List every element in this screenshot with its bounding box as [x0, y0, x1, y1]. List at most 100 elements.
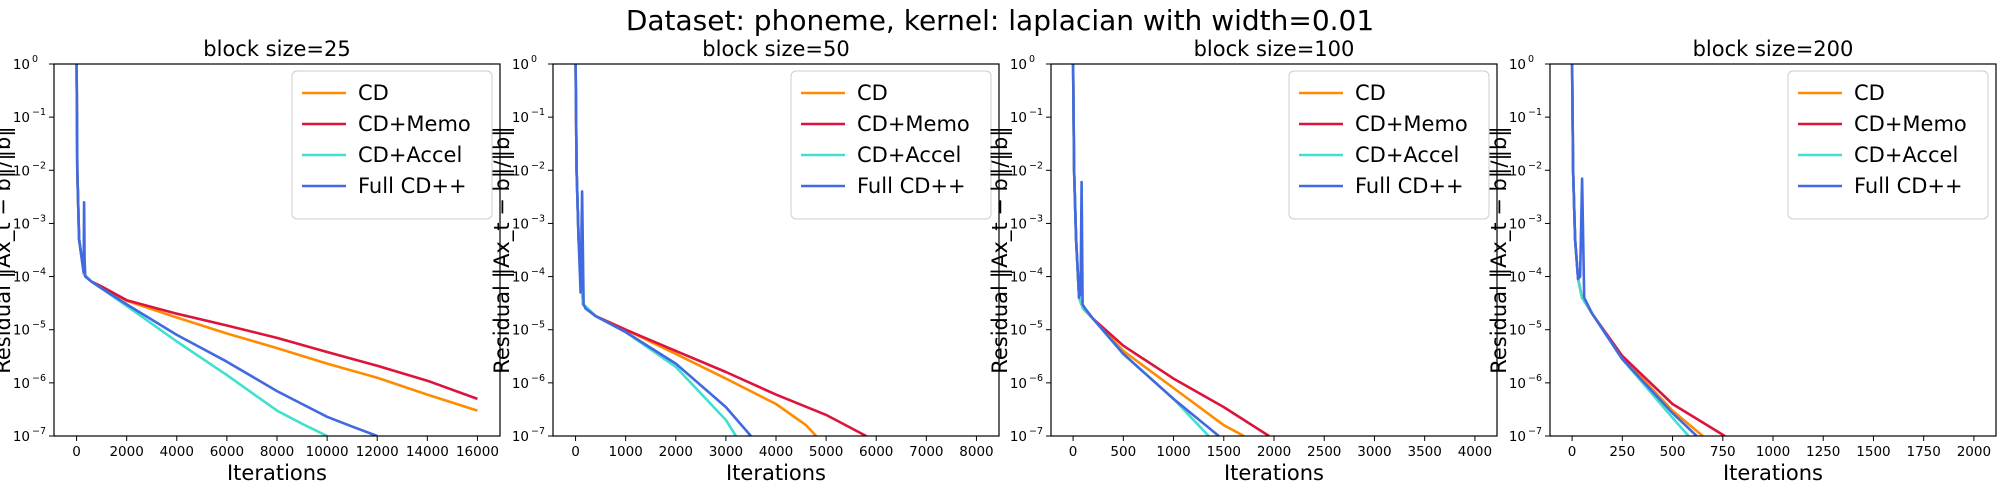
y-axis-label: Residual ‖Ax_t − b‖/‖b‖: [1487, 126, 1512, 374]
y-tick-label: 10: [1509, 270, 1526, 286]
series-group: [1071, 64, 1270, 436]
x-tick-label: 5000: [809, 444, 843, 460]
y-tick-exponent: −1: [1528, 107, 1542, 118]
x-tick-label: 4000: [759, 444, 793, 460]
legend-label: CD: [1355, 81, 1386, 105]
y-tick-label: 10: [13, 429, 30, 445]
x-tick-label: 0: [1568, 444, 1577, 460]
legend-label: CD+Memo: [1355, 112, 1468, 136]
x-tick-label: 2000: [659, 444, 693, 460]
y-tick-label: 10: [512, 323, 529, 339]
x-tick-label: 2000: [1257, 444, 1291, 460]
y-tick-exponent: −2: [1029, 160, 1043, 171]
y-tick-exponent: −4: [32, 267, 46, 278]
x-tick-label: 3000: [709, 444, 743, 460]
series-group: [75, 64, 478, 436]
legend-label: CD+Accel: [1355, 143, 1459, 167]
y-tick-exponent: 0: [1528, 54, 1534, 65]
panel-3: block size=100 0 500 1000 1500 2000 2500 3000 35…: [988, 37, 1498, 485]
y-tick-label: 10: [13, 110, 30, 126]
y-tick-label: 10: [1010, 216, 1027, 232]
y-tick-label: 10: [13, 57, 30, 73]
legend-label: CD+Memo: [857, 112, 970, 136]
series-line-cd-accel: [1071, 64, 1210, 436]
legend-label: CD: [1854, 81, 1885, 105]
y-tick-exponent: −5: [1029, 320, 1043, 331]
x-tick-label: 1250: [1806, 444, 1840, 460]
x-tick-label: 14000: [406, 444, 449, 460]
y-tick-exponent: −5: [1528, 320, 1542, 331]
y-tick-label: 10: [1509, 376, 1526, 392]
x-tick-label: 1000: [1756, 444, 1790, 460]
legend-box: [790, 70, 992, 220]
legend-label: Full CD++: [358, 174, 467, 198]
x-tick-label: 1500: [1207, 444, 1241, 460]
legend-label: Full CD++: [1854, 174, 1963, 198]
x-tick-label: 1750: [1906, 444, 1940, 460]
y-tick-exponent: −5: [32, 320, 46, 331]
y-tick-exponent: −1: [531, 107, 545, 118]
series-line-full-cd-: [1071, 64, 1220, 436]
y-tick-exponent: 0: [32, 54, 38, 65]
y-tick-label: 10: [512, 216, 529, 232]
y-tick-label: 10: [1010, 57, 1027, 73]
x-tick-label: 750: [1710, 444, 1736, 460]
y-tick-exponent: −6: [531, 373, 545, 384]
series-line-full-cd-: [1570, 64, 1698, 436]
y-tick-exponent: −4: [1029, 267, 1043, 278]
y-tick-label: 10: [1509, 429, 1526, 445]
x-tick-label: 2000: [1957, 444, 1991, 460]
x-tick-label: 250: [1609, 444, 1635, 460]
y-tick-label: 10: [512, 376, 529, 392]
series-group: [574, 64, 867, 436]
series-line-full-cd-: [75, 64, 378, 436]
panel-title: block size=25: [203, 37, 350, 61]
y-tick-exponent: −3: [1528, 213, 1542, 224]
y-tick-exponent: −7: [1029, 426, 1043, 437]
legend-label: CD+Memo: [1854, 112, 1967, 136]
x-axis-label: Iterations: [1723, 461, 1823, 485]
x-tick-label: 0: [1069, 444, 1078, 460]
panel-1: block size=25 0 2000 4000 6000 8000 10000 12000…: [0, 37, 501, 485]
y-tick-label: 10: [1509, 163, 1526, 179]
series-group: [1570, 64, 1726, 436]
y-tick-label: 10: [1010, 429, 1027, 445]
legend-label: CD+Accel: [857, 143, 961, 167]
x-tick-label: 3500: [1407, 444, 1441, 460]
y-tick-label: 10: [13, 376, 30, 392]
legend-box: [1288, 70, 1490, 220]
x-tick-label: 8000: [260, 444, 294, 460]
y-tick-exponent: −6: [1029, 373, 1043, 384]
x-axis-label: Iterations: [1224, 461, 1324, 485]
series-line-cd-accel: [574, 64, 738, 436]
series-line-full-cd-: [574, 64, 752, 436]
panel-title: block size=100: [1194, 37, 1355, 61]
y-tick-label: 10: [1010, 376, 1027, 392]
y-tick-exponent: −1: [1029, 107, 1043, 118]
y-tick-exponent: −3: [1029, 213, 1043, 224]
y-tick-exponent: −4: [1528, 267, 1542, 278]
y-tick-label: 10: [1509, 110, 1526, 126]
x-tick-label: 500: [1660, 444, 1686, 460]
y-tick-exponent: −3: [32, 213, 46, 224]
y-tick-exponent: −7: [531, 426, 545, 437]
y-tick-label: 10: [1010, 163, 1027, 179]
y-tick-exponent: 0: [1029, 54, 1035, 65]
x-axis-label: Iterations: [726, 461, 826, 485]
legend-label: CD: [857, 81, 888, 105]
y-tick-exponent: −7: [32, 426, 46, 437]
legend: CD CD+Memo CD+Accel Full CD++: [790, 70, 992, 220]
y-tick-exponent: 0: [531, 54, 537, 65]
y-tick-label: 10: [13, 270, 30, 286]
y-axis-label: Residual ‖Ax_t − b‖/‖b‖: [988, 126, 1013, 374]
series-line-cd-accel: [1570, 64, 1690, 436]
y-tick-exponent: −7: [1528, 426, 1542, 437]
y-tick-label: 10: [512, 57, 529, 73]
x-tick-label: 1000: [1156, 444, 1190, 460]
x-tick-label: 2500: [1307, 444, 1341, 460]
legend-box: [291, 70, 493, 220]
y-tick-exponent: −2: [32, 160, 46, 171]
panel-title: block size=50: [702, 37, 849, 61]
y-tick-exponent: −6: [32, 373, 46, 384]
